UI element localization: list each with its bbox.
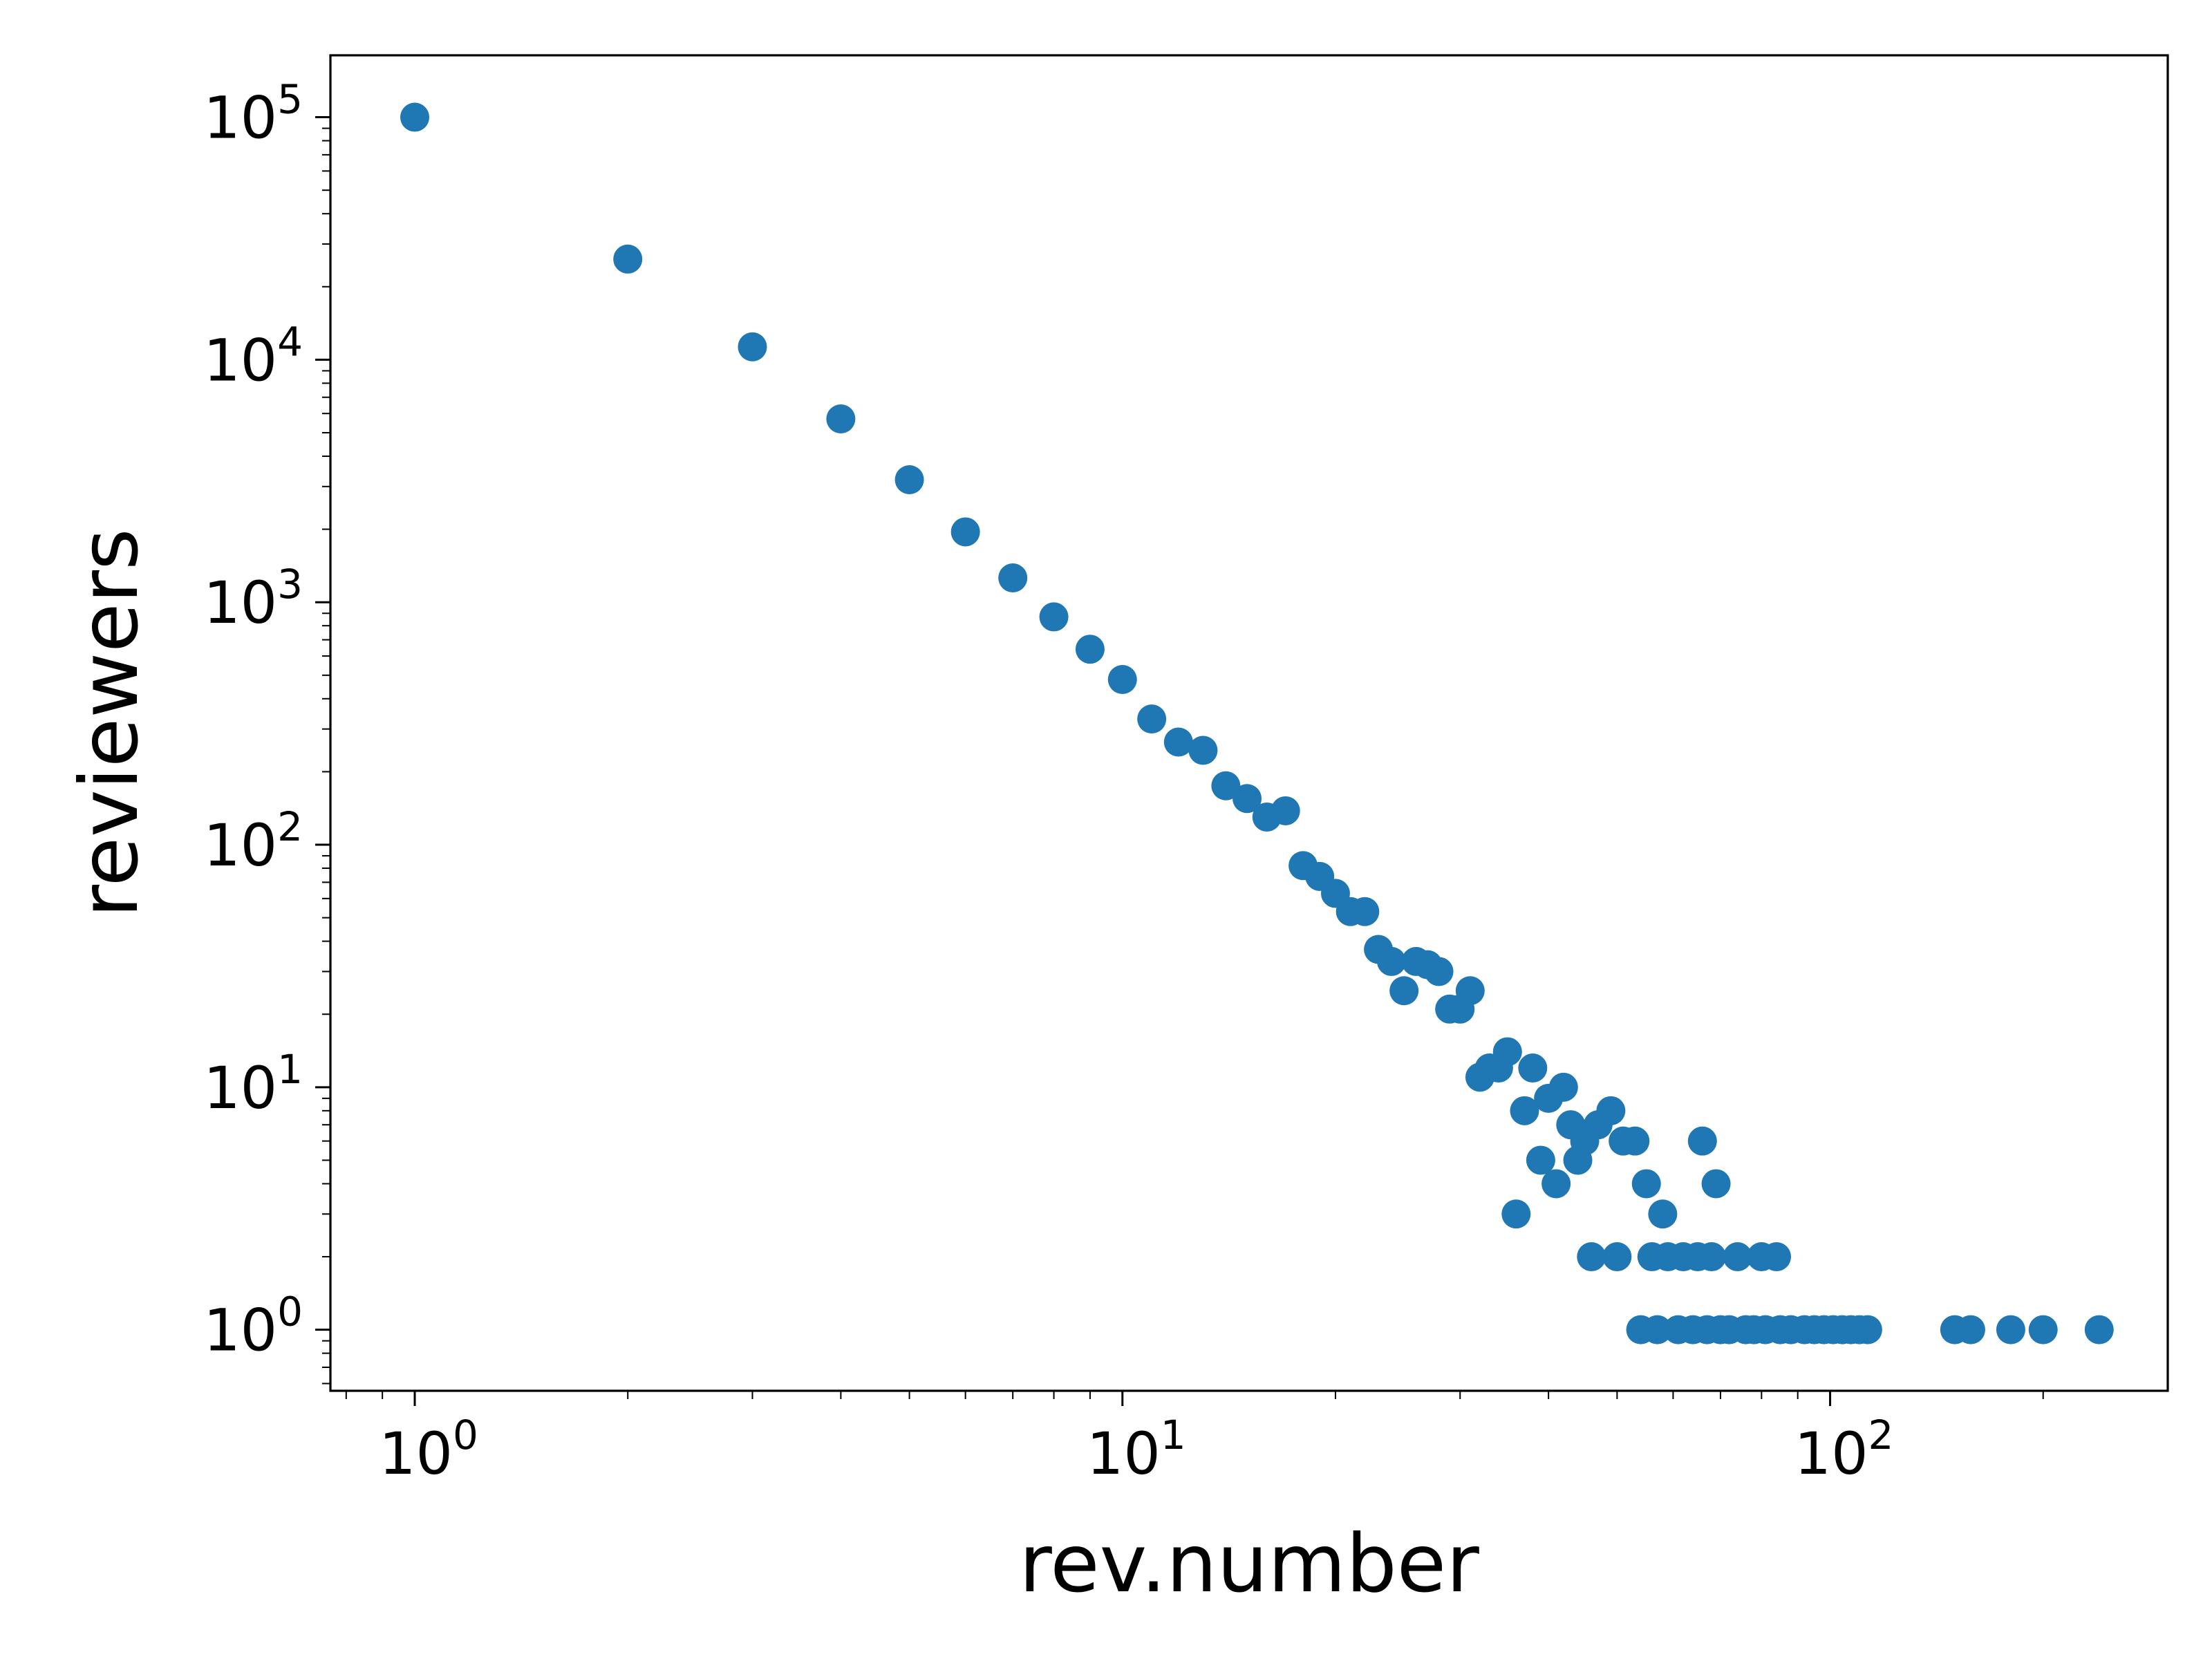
data-point [400, 102, 430, 132]
data-point [1956, 1315, 1985, 1344]
data-point [1687, 1126, 1717, 1156]
data-point [1648, 1199, 1678, 1229]
data-point [826, 404, 856, 434]
data-point [613, 244, 643, 274]
data-point [1271, 796, 1300, 825]
data-point [1163, 727, 1193, 757]
data-point [1620, 1126, 1650, 1156]
data-point [1137, 704, 1167, 734]
data-point [1350, 897, 1380, 926]
data-point [1596, 1096, 1626, 1125]
data-point [1211, 771, 1241, 800]
y-tick-label: 105 [203, 76, 303, 152]
data-point [894, 465, 924, 494]
x-tick-label: 100 [379, 1412, 478, 1488]
data-point [2028, 1315, 2058, 1344]
data-point [1389, 976, 1419, 1006]
data-point [1697, 1242, 1727, 1272]
data-point [1996, 1315, 2025, 1344]
plot-frame [329, 54, 2169, 1392]
data-point [1188, 735, 1218, 765]
data-point [1548, 1072, 1578, 1102]
data-point [1492, 1037, 1522, 1067]
major-ticks [315, 116, 1832, 1406]
data-point [1642, 1315, 1672, 1344]
data-point [1762, 1242, 1792, 1272]
y-tick-label: 101 [203, 1046, 303, 1122]
data-point [1518, 1053, 1548, 1083]
x-tick-label: 102 [1794, 1412, 1894, 1488]
y-tick-label: 102 [203, 803, 303, 879]
data-point [1541, 1169, 1571, 1199]
minor-ticks [322, 127, 2044, 1399]
data-point [1501, 1199, 1531, 1229]
data-point [1424, 957, 1454, 986]
data-point [1510, 1096, 1539, 1125]
data-point [950, 517, 980, 547]
data-point [1526, 1145, 1555, 1175]
data-point [1455, 976, 1485, 1006]
x-tick-label: 101 [1087, 1412, 1186, 1488]
data-point [1377, 946, 1407, 976]
y-tick-label: 100 [203, 1288, 303, 1365]
data-point [1602, 1242, 1632, 1272]
data-point [1039, 602, 1069, 632]
y-tick-label: 104 [203, 318, 303, 394]
data-point [2084, 1315, 2114, 1344]
data-point [1577, 1242, 1606, 1272]
y-axis-label: reviewers [63, 528, 156, 917]
data-point [1701, 1169, 1731, 1199]
data-point [998, 563, 1028, 592]
data-point [1723, 1242, 1752, 1272]
tick-labels: 100 101 102 100 101 102 103 104 105 [203, 76, 1893, 1488]
data-point [1107, 665, 1137, 695]
data-point [1075, 635, 1105, 664]
data-point [1631, 1169, 1661, 1199]
x-axis-label: rev.number [1019, 1517, 1479, 1611]
data-points [400, 102, 2114, 1344]
data-point [738, 332, 767, 362]
data-point [1232, 784, 1262, 814]
data-point [1853, 1315, 1882, 1344]
y-tick-label: 103 [203, 561, 303, 637]
